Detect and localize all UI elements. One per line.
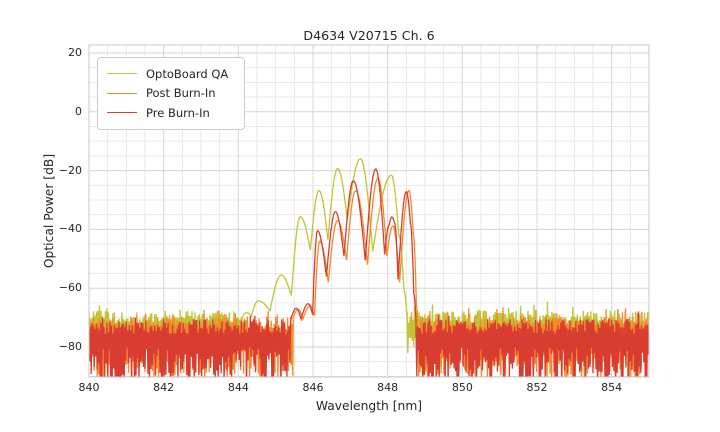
y-tick-label: −80 xyxy=(58,340,82,353)
x-tick-label: 844 xyxy=(227,381,249,394)
y-tick-label: −60 xyxy=(58,281,82,295)
x-tick-label: 840 xyxy=(78,381,100,394)
x-tick-label: 846 xyxy=(302,381,324,394)
legend-label-post-burn-in: Post Burn-In xyxy=(146,86,216,101)
series-line-pre-burn-in xyxy=(89,168,649,377)
y-tick-label: 0 xyxy=(75,104,82,118)
x-tick-label: 852 xyxy=(526,381,548,394)
y-tick-label: −20 xyxy=(58,163,82,177)
legend-item-pre-burn-in: Pre Burn-In xyxy=(107,103,234,123)
x-axis-label: Wavelength [nm] xyxy=(315,399,423,413)
x-tick-label: 850 xyxy=(451,381,473,394)
chart-title: D4634 V20715 Ch. 6 xyxy=(303,28,435,43)
x-tick-label: 854 xyxy=(601,381,623,394)
legend-item-optoboard-qa: OptoBoard QA xyxy=(107,64,234,84)
legend-line-post-burn-in-icon xyxy=(107,92,137,94)
legend: OptoBoard QA Post Burn-In Pre Burn-In xyxy=(97,57,245,130)
legend-line-optoboard-qa-icon xyxy=(107,73,137,75)
legend-label-optoboard-qa: OptoBoard QA xyxy=(146,66,229,81)
legend-label-pre-burn-in: Pre Burn-In xyxy=(146,105,210,120)
x-tick-label: 848 xyxy=(377,381,399,394)
legend-line-pre-burn-in-icon xyxy=(107,112,137,114)
y-tick-label: −40 xyxy=(58,222,82,236)
x-tick-label: 842 xyxy=(153,381,175,394)
y-tick-label: 20 xyxy=(68,45,82,59)
legend-item-post-burn-in: Post Burn-In xyxy=(107,84,234,104)
